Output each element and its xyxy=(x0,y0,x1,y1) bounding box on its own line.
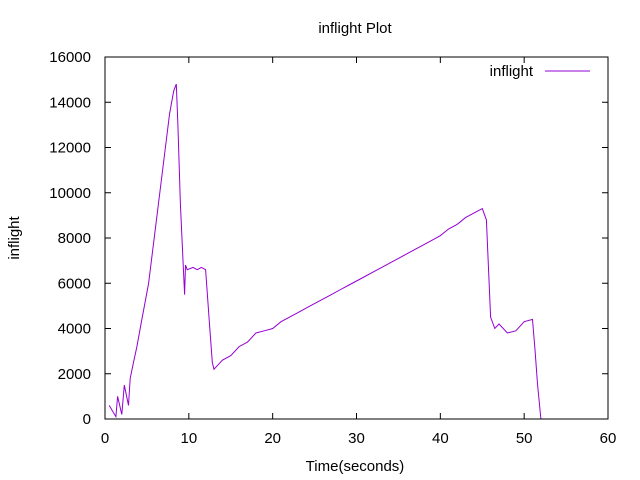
x-tick-label: 40 xyxy=(432,430,449,447)
y-tick-label: 10000 xyxy=(49,185,91,202)
y-tick-label: 4000 xyxy=(58,321,91,338)
y-tick-label: 16000 xyxy=(49,49,91,66)
plot-area xyxy=(108,83,542,420)
y-axis-label: inflight xyxy=(6,215,23,259)
x-tick-label: 60 xyxy=(600,430,617,447)
x-tick-label: 50 xyxy=(516,430,533,447)
y-tick-label: 8000 xyxy=(58,230,91,247)
legend-label: inflight xyxy=(490,63,534,80)
y-tick-label: 12000 xyxy=(49,140,91,157)
plot-frame xyxy=(104,56,609,420)
y-ticks: 0 2000 4000 6000 8000 10000 12000 14000 16000 xyxy=(49,49,608,428)
x-tick-label: 30 xyxy=(348,430,365,447)
y-tick-label: 0 xyxy=(83,411,91,428)
x-tick-label: 20 xyxy=(264,430,281,447)
x-tick-label: 10 xyxy=(180,430,197,447)
y-tick-label: 2000 xyxy=(58,366,91,383)
x-tick-label: 0 xyxy=(101,430,109,447)
series-line-inflight xyxy=(108,83,542,420)
y-tick-label: 14000 xyxy=(49,94,91,111)
chart-title: inflight Plot xyxy=(318,20,392,37)
legend: inflight xyxy=(490,63,590,80)
y-tick-label: 6000 xyxy=(58,275,91,292)
x-axis-label: Time(seconds) xyxy=(306,458,405,475)
x-ticks: 0 10 20 30 40 50 60 xyxy=(101,57,617,447)
